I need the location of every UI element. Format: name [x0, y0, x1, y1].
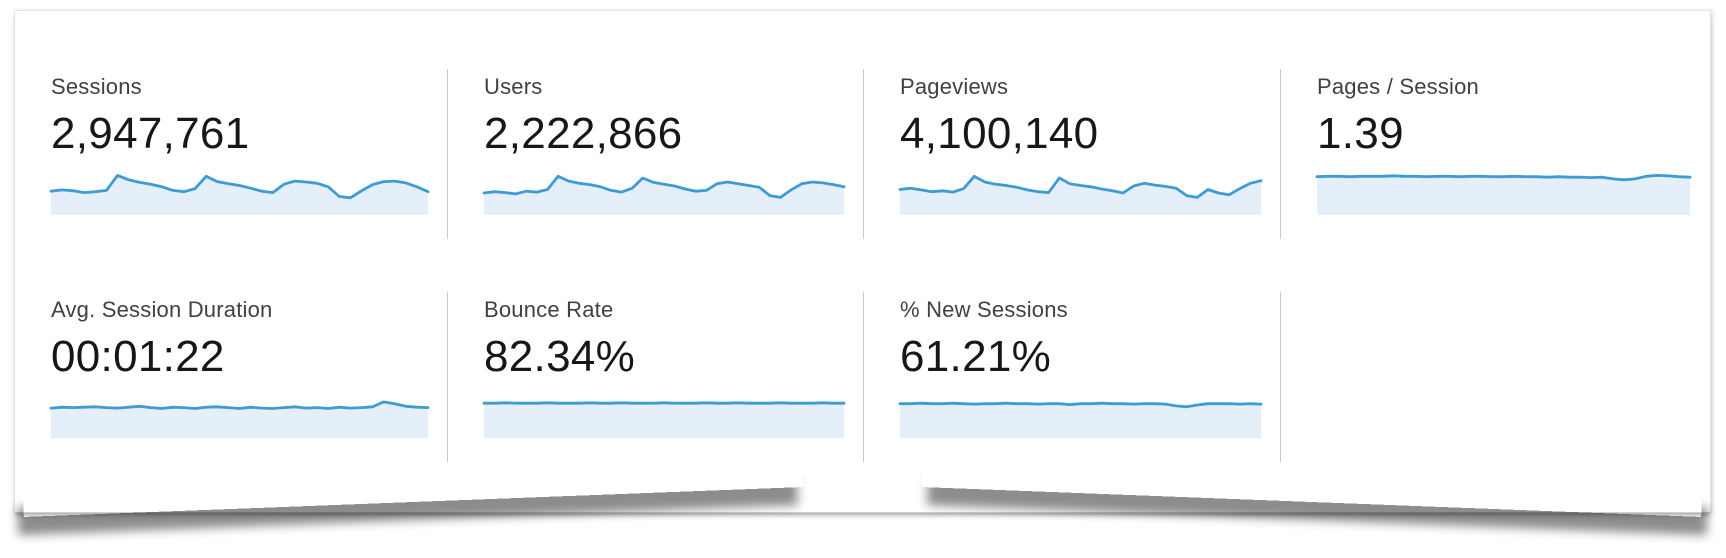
metric-label: Avg. Session Duration — [51, 297, 273, 322]
card-divider — [863, 69, 864, 239]
empty-cell — [1281, 234, 1710, 457]
users-sparkline — [484, 171, 844, 215]
avg-session-duration-sparkline — [51, 394, 428, 438]
metric-label: Sessions — [51, 74, 142, 99]
metric-value: 2,222,866 — [484, 109, 683, 158]
metric-label: Pages / Session — [1317, 74, 1479, 99]
pageviews-sparkline — [900, 171, 1261, 215]
metric-card-pages-per-session: Pages / Session 1.39 — [1281, 11, 1710, 234]
sessions-sparkline — [51, 171, 428, 215]
metric-label: % New Sessions — [900, 297, 1068, 322]
metrics-panel: Sessions 2,947,761 Users 2,222,866 Pagev — [14, 10, 1711, 513]
metric-value: 2,947,761 — [51, 109, 250, 158]
metric-card-pageviews: Pageviews 4,100,140 — [864, 11, 1281, 239]
metric-card-avg-session-duration: Avg. Session Duration 00:01:22 — [15, 234, 448, 462]
metric-card-new-sessions: % New Sessions 61.21% — [864, 234, 1281, 462]
metric-value: 82.34% — [484, 332, 636, 381]
new-sessions-sparkline — [900, 394, 1261, 438]
metric-value: 4,100,140 — [900, 109, 1099, 158]
metric-card-users: Users 2,222,866 — [448, 11, 864, 239]
metric-card-bounce-rate: Bounce Rate 82.34% — [448, 234, 864, 462]
metric-value: 61.21% — [900, 332, 1052, 381]
card-divider — [1280, 292, 1281, 462]
card-divider — [447, 69, 448, 239]
bounce-rate-sparkline — [484, 394, 844, 438]
metric-label: Pageviews — [900, 74, 1009, 99]
metrics-grid: Sessions 2,947,761 Users 2,222,866 Pagev — [15, 11, 1710, 512]
card-divider — [447, 292, 448, 462]
card-divider — [863, 292, 864, 462]
pages-per-session-sparkline — [1317, 171, 1690, 215]
card-divider — [1280, 69, 1281, 239]
metric-label: Bounce Rate — [484, 297, 614, 322]
metric-value: 00:01:22 — [51, 332, 225, 381]
metric-label: Users — [484, 74, 543, 99]
metric-card-sessions: Sessions 2,947,761 — [15, 11, 448, 239]
metric-value: 1.39 — [1317, 109, 1404, 158]
